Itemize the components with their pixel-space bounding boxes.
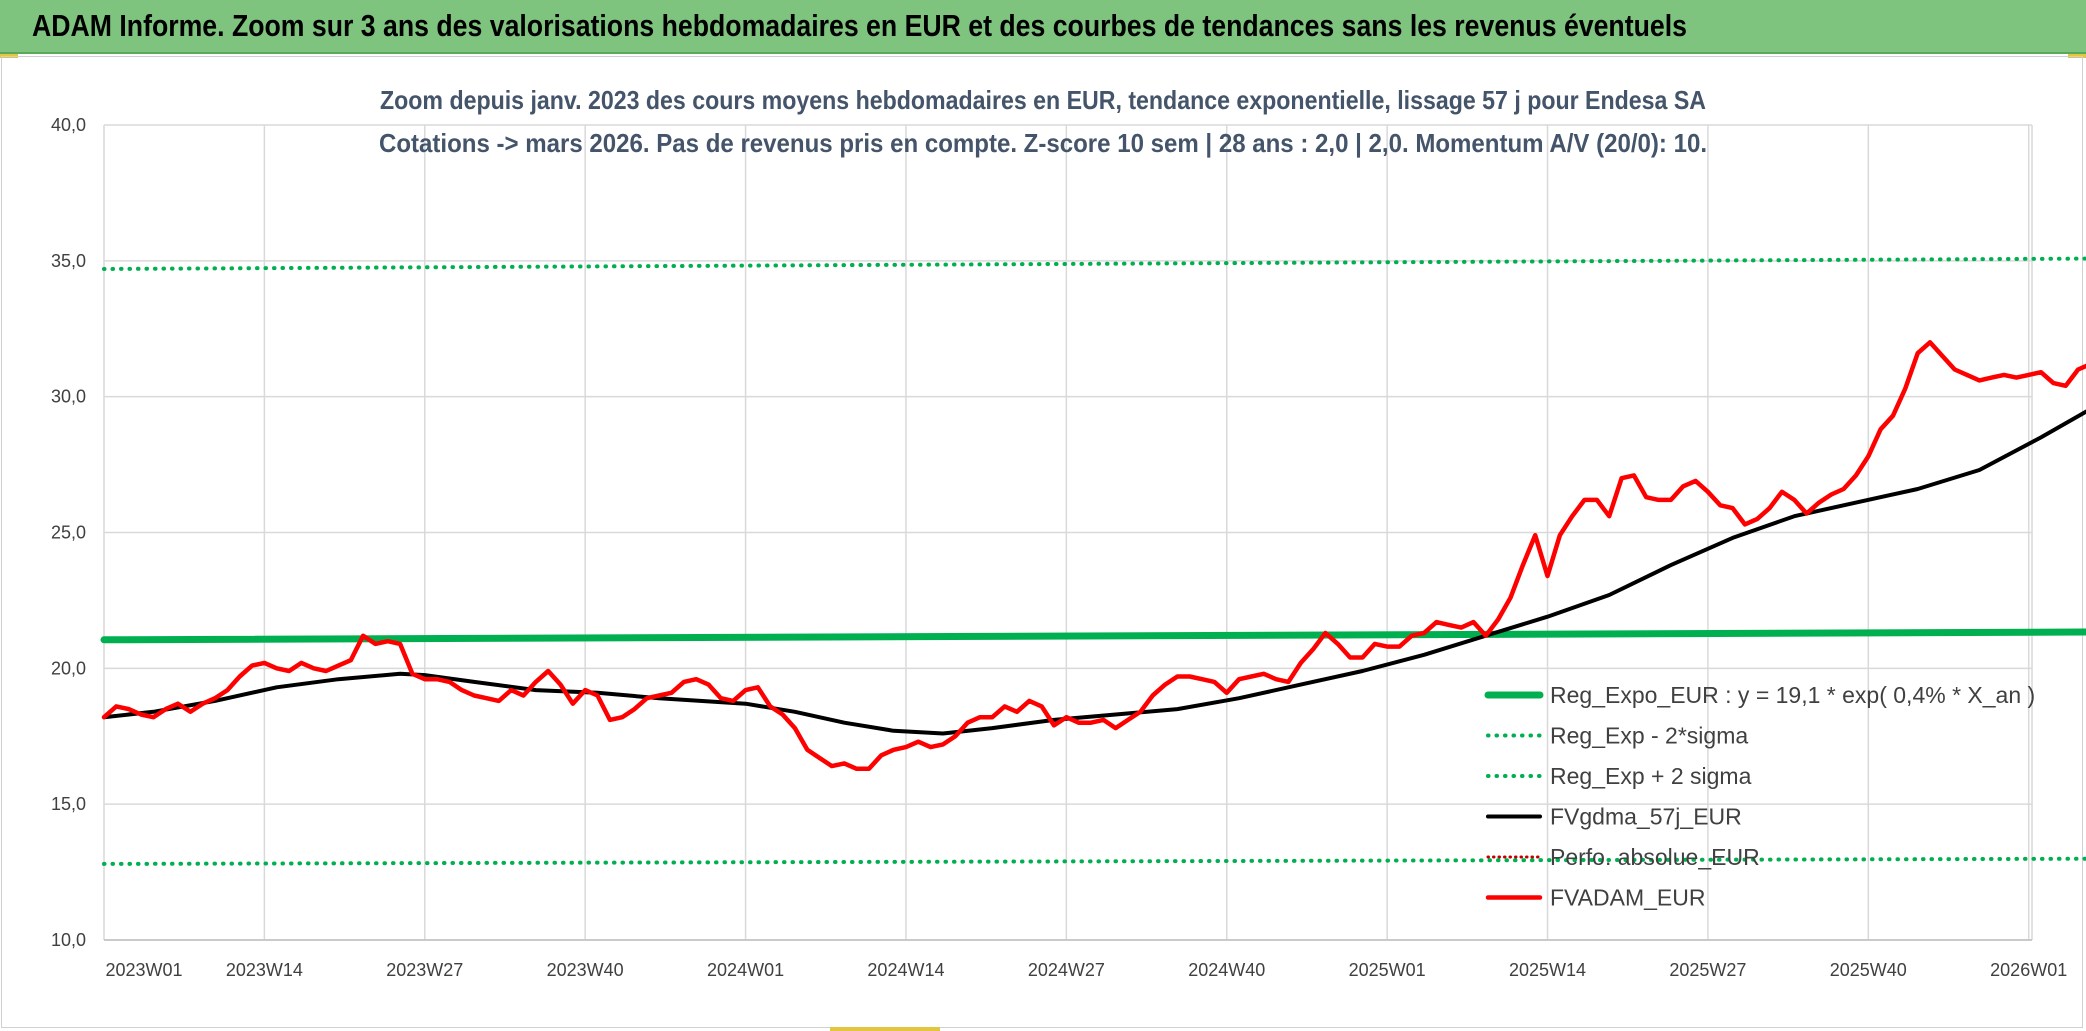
y-tick-label: 20,0 — [51, 658, 86, 678]
bottom-accent — [830, 1027, 940, 1031]
x-tick-label: 2024W40 — [1188, 960, 1265, 980]
x-axis-ticks: 2023W01 2023W14 2023W27 2023W40 2024W01 2024W… — [105, 960, 2067, 980]
chart-frame — [1, 56, 2083, 1028]
x-tick-label: 2023W14 — [226, 960, 303, 980]
legend-label-upper-band: Reg_Exp + 2 sigma — [1550, 763, 1752, 789]
chart-title-line-2: Cotations -> mars 2026. Pas de revenus p… — [379, 128, 1707, 158]
chart-title-line-1: Zoom depuis janv. 2023 des cours moyens … — [380, 85, 1706, 115]
x-tick-label: 2025W40 — [1830, 960, 1907, 980]
report-title: ADAM Informe. Zoom sur 3 ans des valoris… — [32, 8, 1687, 43]
legend-label-moving-average: FVgdma_57j_EUR — [1550, 804, 1742, 830]
x-tick-label: 2025W14 — [1509, 960, 1586, 980]
lower-band-line — [102, 856, 2086, 866]
price-line — [101, 340, 2086, 772]
x-tick-label: 2024W27 — [1028, 960, 1105, 980]
chart-series — [100, 256, 2086, 866]
exp-trend-line — [100, 628, 2086, 644]
x-tick-label: 2025W01 — [1349, 960, 1426, 980]
y-tick-label: 30,0 — [51, 387, 86, 407]
y-tick-label: 15,0 — [51, 794, 86, 814]
chart-grid — [103, 124, 2033, 941]
x-tick-label: 2024W14 — [867, 960, 944, 980]
legend-label-trend: Reg_Expo_EUR : y = 19,1 * exp( 0,4% * X_… — [1550, 682, 2035, 708]
y-tick-label: 35,0 — [51, 251, 86, 271]
legend-label-price: FVADAM_EUR — [1550, 885, 1706, 911]
report-banner: ADAM Informe. Zoom sur 3 ans des valoris… — [0, 0, 2086, 54]
upper-band-line — [102, 256, 2086, 271]
moving-average-line — [102, 409, 2086, 736]
x-tick-label: 2023W01 — [105, 960, 182, 980]
x-tick-label: 2025W27 — [1669, 960, 1746, 980]
x-tick-label: 2026W01 — [1990, 960, 2067, 980]
chart-legend: Reg_Expo_EUR : y = 19,1 * exp( 0,4% * X_… — [1484, 682, 2035, 911]
x-tick-label: 2024W01 — [707, 960, 784, 980]
legend-label-lower-band: Reg_Exp - 2*sigma — [1550, 723, 1748, 749]
x-tick-label: 2023W40 — [547, 960, 624, 980]
x-tick-label: 2023W27 — [386, 960, 463, 980]
y-tick-label: 40,0 — [51, 115, 86, 135]
y-tick-label: 10,0 — [51, 930, 86, 950]
legend-label-perf-absolue: Perfo. absolue_EUR — [1550, 844, 1760, 870]
y-tick-label: 25,0 — [51, 523, 86, 543]
y-axis-ticks: 40,0 35,0 30,0 25,0 20,0 15,0 10,0 — [51, 115, 86, 950]
